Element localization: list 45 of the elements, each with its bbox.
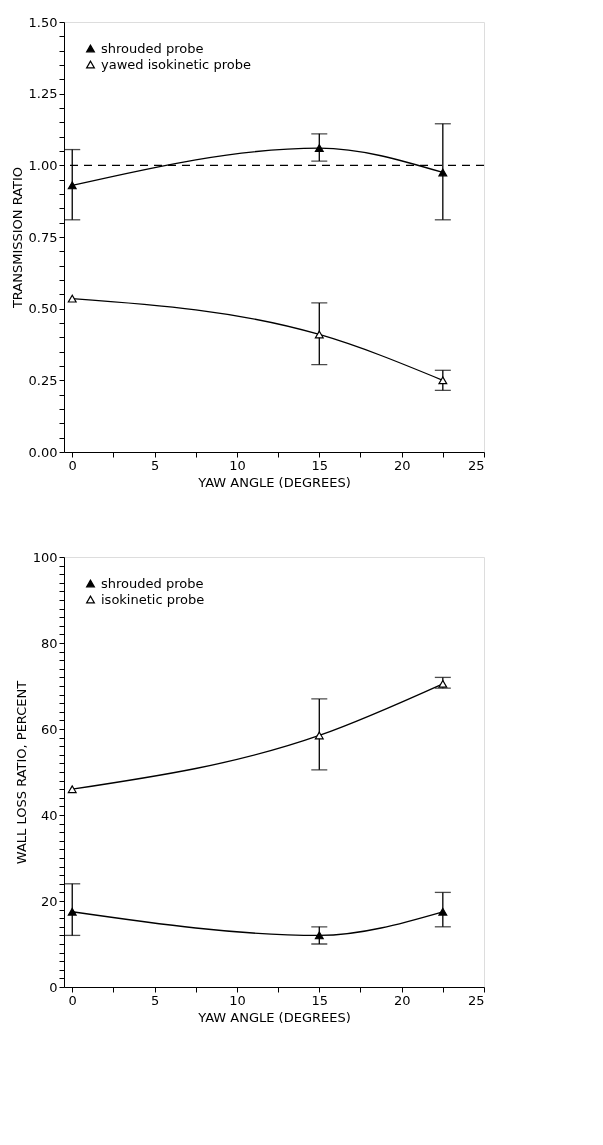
x-tick-label: 0 <box>68 457 77 473</box>
point <box>314 330 324 339</box>
point <box>438 679 448 688</box>
legend-label: isokinetic probe <box>101 591 205 607</box>
point <box>314 731 324 740</box>
y-tick-label: 40 <box>40 807 58 823</box>
point <box>438 376 448 385</box>
y-tick-label: 0.00 <box>28 444 58 460</box>
x-tick-label: 5 <box>150 457 160 473</box>
y-tick-label: 0.25 <box>28 372 58 388</box>
x-tick-label: 15 <box>311 457 329 473</box>
y-axis-title: WALL LOSS RATIO, PERCENT <box>13 680 29 865</box>
y-tick-label: 60 <box>40 721 58 737</box>
y-axis-title: TRANSMISSION RATIO <box>9 166 25 310</box>
x-tick-label: 20 <box>393 457 411 473</box>
y-tick-label: 20 <box>40 893 58 909</box>
x-tick-label: 5 <box>150 992 160 1008</box>
legend-label: yawed isokinetic probe <box>101 56 251 72</box>
point <box>67 181 77 190</box>
legend-label: shrouded probe <box>101 40 204 56</box>
y-tick-label: 1.00 <box>28 157 58 173</box>
y-tick-label: 80 <box>40 635 58 651</box>
y-tick-label: 0 <box>49 979 58 995</box>
y-tick-label: 0.75 <box>28 229 58 245</box>
legend-label: shrouded probe <box>101 575 204 591</box>
point <box>438 907 448 916</box>
point <box>67 294 77 303</box>
y-tick-label: 1.50 <box>28 14 58 30</box>
x-tick-label: 25 <box>467 457 485 473</box>
point <box>438 168 448 177</box>
x-tick-label: 10 <box>229 457 246 473</box>
x-tick-label: 25 <box>467 992 485 1008</box>
y-tick-label: 100 <box>32 549 58 565</box>
point <box>314 931 324 940</box>
x-tick-label: 0 <box>68 992 77 1008</box>
x-tick-label: 10 <box>229 992 246 1008</box>
y-tick-label: 1.25 <box>28 86 58 102</box>
x-axis-title: YAW ANGLE (DEGREES) <box>197 1009 351 1025</box>
x-tick-label: 20 <box>393 992 411 1008</box>
point <box>314 144 324 153</box>
y-tick-label: 0.50 <box>28 301 58 317</box>
x-axis-title: YAW ANGLE (DEGREES) <box>197 474 351 490</box>
x-tick-label: 15 <box>311 992 329 1008</box>
point <box>67 907 77 916</box>
point <box>67 785 77 794</box>
